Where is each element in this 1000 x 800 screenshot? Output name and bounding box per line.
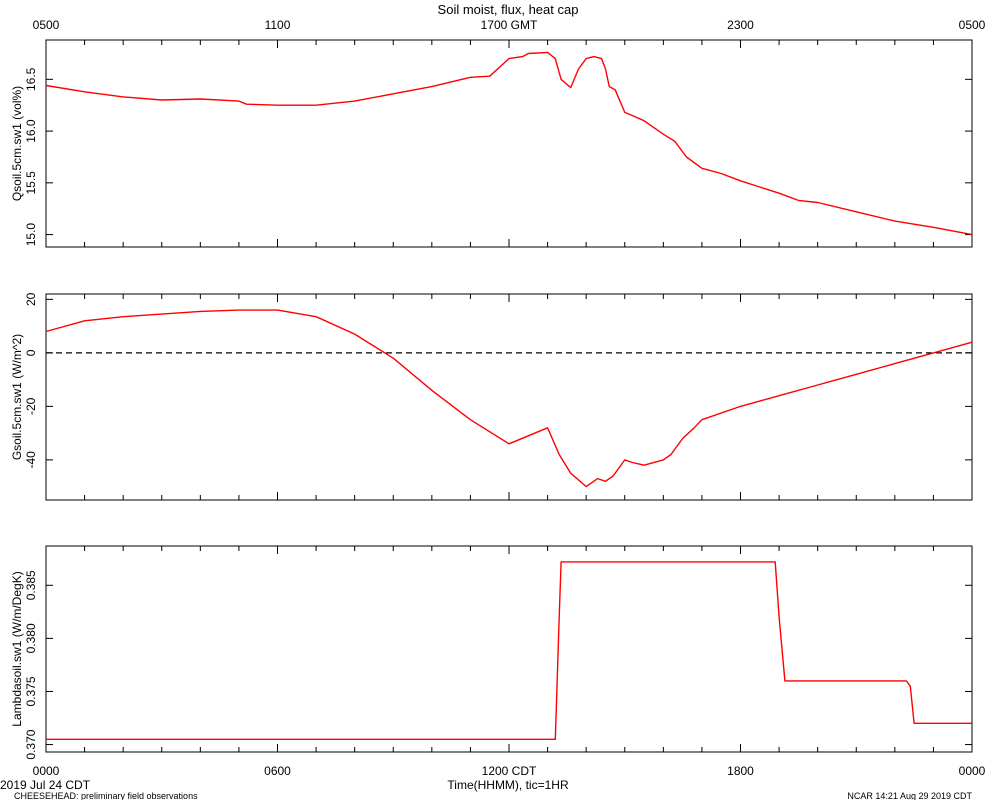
top-tick-label: 0500 [959, 18, 986, 32]
bottom-tick-label: 0000 [33, 764, 60, 778]
plot-frame [45, 293, 973, 501]
bottom-tick-label: 0600 [264, 764, 291, 778]
bottom-tick-label: 1200 CDT [482, 764, 537, 778]
y-tick-label: 0.380 [24, 623, 38, 653]
y-tick-label: 0 [24, 349, 38, 356]
top-tick-label: 1100 [265, 18, 291, 32]
top-tick-label: 2300 [727, 18, 754, 32]
plot-frame [45, 545, 973, 753]
y-tick-label: 0.385 [24, 570, 38, 600]
top-axis-tick-labels: 0500 1100 1700 GMT 2300 0500 [33, 18, 986, 32]
panel-2: -40 -20 0 20 Gsoil.5cm.sw1 (W/m^2) [10, 292, 973, 501]
y-tick-label: 16.5 [24, 67, 38, 91]
y-tick-label: 15.5 [24, 171, 38, 195]
footer-left: CHEESEHEAD: preliminary field observatio… [14, 791, 198, 800]
bottom-axis-tick-labels: 0000 0600 1200 CDT 1800 0000 [33, 764, 986, 778]
footer-right: NCAR 14:21 Aug 29 2019 CDT [847, 791, 972, 800]
bottom-tick-label: 0000 [959, 764, 986, 778]
plot-frame [45, 39, 973, 248]
y-axis-label: Qsoil.5cm.sw1 (vol%) [10, 86, 24, 201]
y-tick-label: -40 [24, 451, 38, 469]
series-line [46, 561, 972, 740]
series-line [45, 309, 973, 488]
date-label: 2019 Jul 24 CDT [0, 778, 91, 792]
bottom-tick-label: 1800 [727, 764, 754, 778]
top-tick-label: 0500 [33, 18, 60, 32]
top-tick-label: 1700 GMT [481, 18, 538, 32]
y-tick-label: 15.0 [24, 223, 38, 247]
y-axis-label: Lambdasoil.sw1 (W/m/DegK) [10, 571, 24, 726]
y-tick-label: 16.0 [24, 119, 38, 143]
x-axis-label: Time(HHMM), tic=1HR [447, 778, 569, 792]
y-axis-label: Gsoil.5cm.sw1 (W/m^2) [10, 334, 24, 460]
chart-title: Soil moist, flux, heat cap [438, 2, 579, 17]
y-tick-label: -20 [24, 397, 38, 415]
series-line [45, 51, 973, 236]
y-tick-label: 20 [24, 292, 38, 306]
y-tick-label: 0.370 [24, 729, 38, 759]
y-tick-label: 0.375 [24, 676, 38, 706]
